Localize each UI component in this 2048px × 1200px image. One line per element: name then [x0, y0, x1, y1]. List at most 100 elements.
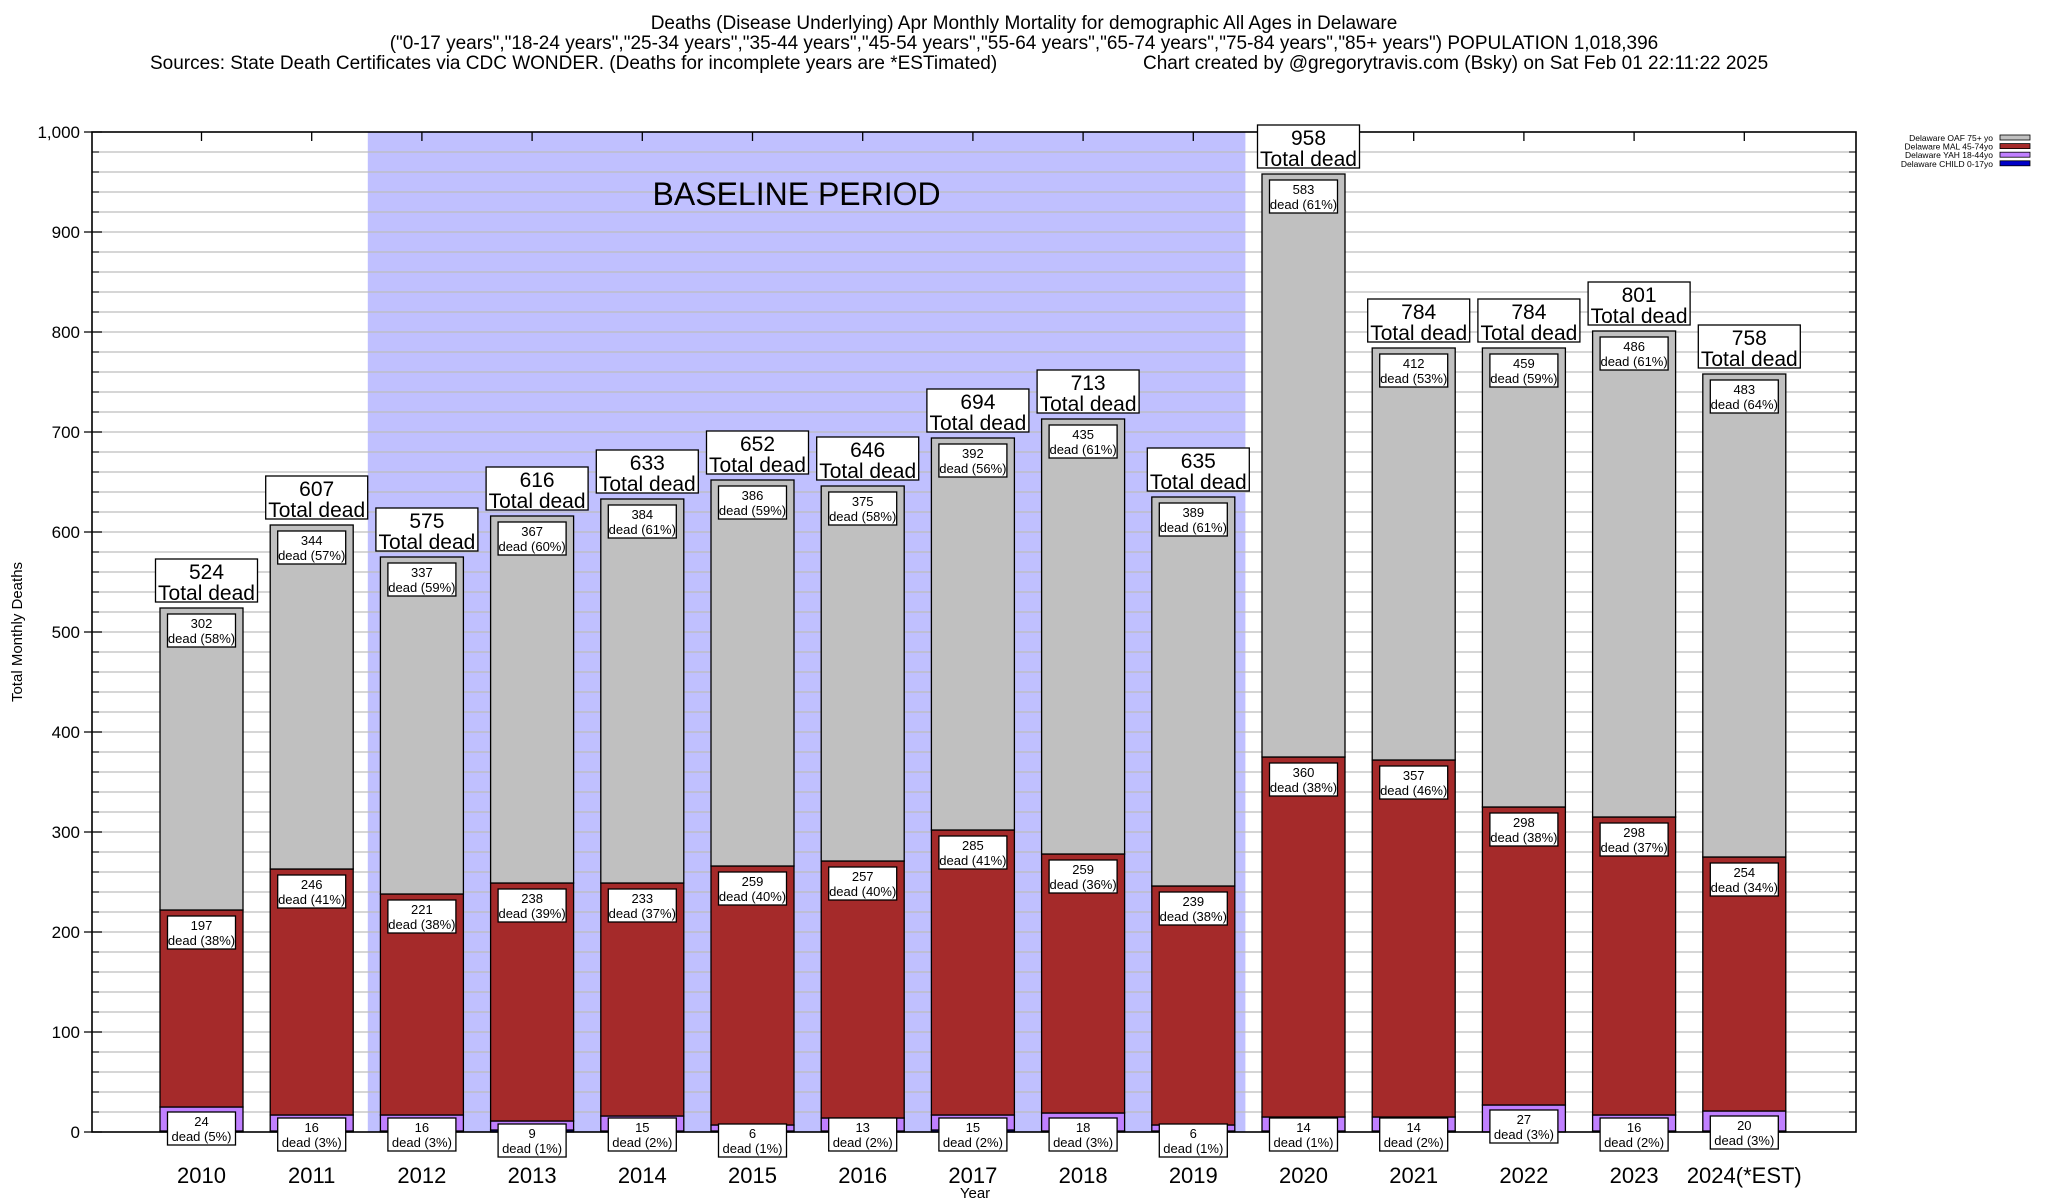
label-value: 233: [631, 891, 653, 906]
label-value: 635: [1181, 450, 1216, 473]
label-value: 344: [301, 533, 323, 548]
label-percent: 3%: [1531, 1127, 1550, 1142]
x-tick-label: 2016: [838, 1163, 887, 1188]
label-caption-word: Total dead: [1701, 348, 1798, 371]
label-box: [1158, 502, 1228, 537]
label-caption-space: (: [751, 1141, 760, 1156]
label-value: 298: [1623, 825, 1645, 840]
label-caption: dead (59%): [719, 503, 786, 518]
label-caption-word: dead: [168, 631, 197, 646]
bar-segment-oaf: [1591, 330, 1677, 818]
credit-note: Chart created by @gregorytravis.com (Bsk…: [1143, 53, 1769, 74]
label-box: [926, 388, 1030, 433]
label-box: [154, 558, 259, 603]
label-box: [828, 491, 898, 526]
label-caption-space: (: [1740, 397, 1749, 412]
label-caption: dead (2%): [612, 1135, 672, 1150]
label-box: [277, 874, 347, 909]
y-tick-label: 1,000: [37, 123, 80, 142]
label-caption-close: ): [341, 548, 345, 563]
label-box: [595, 449, 699, 494]
label-percent: 59%: [756, 503, 782, 518]
label-box: [607, 888, 677, 923]
label-caption: Total dead: [1701, 348, 1798, 371]
label-box: [497, 888, 567, 923]
label-caption-word: Total dead: [1260, 148, 1357, 171]
label-caption: dead (64%): [1711, 397, 1778, 412]
label-caption-word: dead: [1600, 354, 1629, 369]
label-value: 6: [749, 1126, 756, 1141]
label-caption-close: ): [1223, 909, 1227, 924]
label-caption: dead (37%): [609, 906, 676, 921]
label-caption-space: (: [748, 889, 757, 904]
label-percent: 38%: [205, 933, 231, 948]
label-value: 298: [1513, 815, 1535, 830]
label-percent: 38%: [425, 917, 451, 932]
y-tick-label: 600: [52, 523, 80, 542]
label-caption-space: (: [1629, 354, 1638, 369]
label-caption-word: dead: [168, 933, 197, 948]
label-caption-word: dead: [1490, 830, 1519, 845]
label-box: [1709, 862, 1779, 897]
label-caption-word: dead: [939, 461, 968, 476]
label-caption: dead (5%): [171, 1129, 231, 1144]
label-caption: Total dead: [1260, 148, 1357, 171]
label-value: 9: [528, 1126, 535, 1141]
label-caption: dead (46%): [1380, 783, 1447, 798]
label-caption: dead (1%): [1273, 1135, 1333, 1150]
label-value: 459: [1513, 356, 1535, 371]
bar-segment-oaf: [269, 524, 354, 870]
label-caption-word: dead: [943, 1135, 972, 1150]
label-caption-word: dead: [1049, 877, 1078, 892]
label-percent: 58%: [205, 631, 231, 646]
label-box: [1048, 424, 1118, 459]
x-axis-title: Year: [960, 1185, 990, 1200]
bar-segment-oaf: [489, 515, 575, 884]
label-caption-word: dead: [502, 1141, 531, 1156]
label-caption-space: (: [858, 509, 867, 524]
label-caption-close: ): [231, 631, 235, 646]
bar-segment-mal: [489, 882, 575, 1122]
bar-segment-oaf: [1151, 496, 1236, 887]
label-caption-close: ): [668, 1135, 672, 1150]
label-percent: 34%: [1748, 880, 1774, 895]
label-caption-space: (: [307, 548, 316, 563]
label-value: 15: [966, 1120, 980, 1135]
label-caption-close: ): [1770, 1133, 1774, 1148]
label-caption-word: dead: [498, 539, 527, 554]
bar-segment-oaf: [1702, 373, 1787, 858]
label-caption-close: ): [1329, 1135, 1333, 1150]
label-box: [1599, 1117, 1669, 1152]
label-caption-close: ): [1443, 371, 1447, 386]
label-caption-space: (: [527, 539, 536, 554]
y-tick-label: 500: [52, 623, 80, 642]
legend-entry-label: Delaware CHILD 0-17yo: [1901, 159, 1993, 169]
label-caption: Total dead: [1480, 322, 1577, 345]
bar-segment-mal: [1151, 885, 1236, 1126]
x-tick-label: 2010: [177, 1163, 226, 1188]
label-box: [1158, 1123, 1228, 1158]
bar-segment-oaf: [1261, 173, 1346, 758]
label-value: 958: [1291, 127, 1326, 150]
bar-segment-mal: [710, 865, 795, 1126]
label-caption-close: ): [782, 889, 786, 904]
label-box: [938, 1117, 1008, 1152]
label-box: [277, 1117, 347, 1152]
label-value: 13: [855, 1120, 869, 1135]
label-caption-close: ): [782, 503, 786, 518]
bar-segment-oaf: [379, 556, 465, 895]
label-caption: dead (3%): [1714, 1133, 1774, 1148]
label-percent: 39%: [535, 906, 561, 921]
label-value: 758: [1732, 327, 1767, 350]
